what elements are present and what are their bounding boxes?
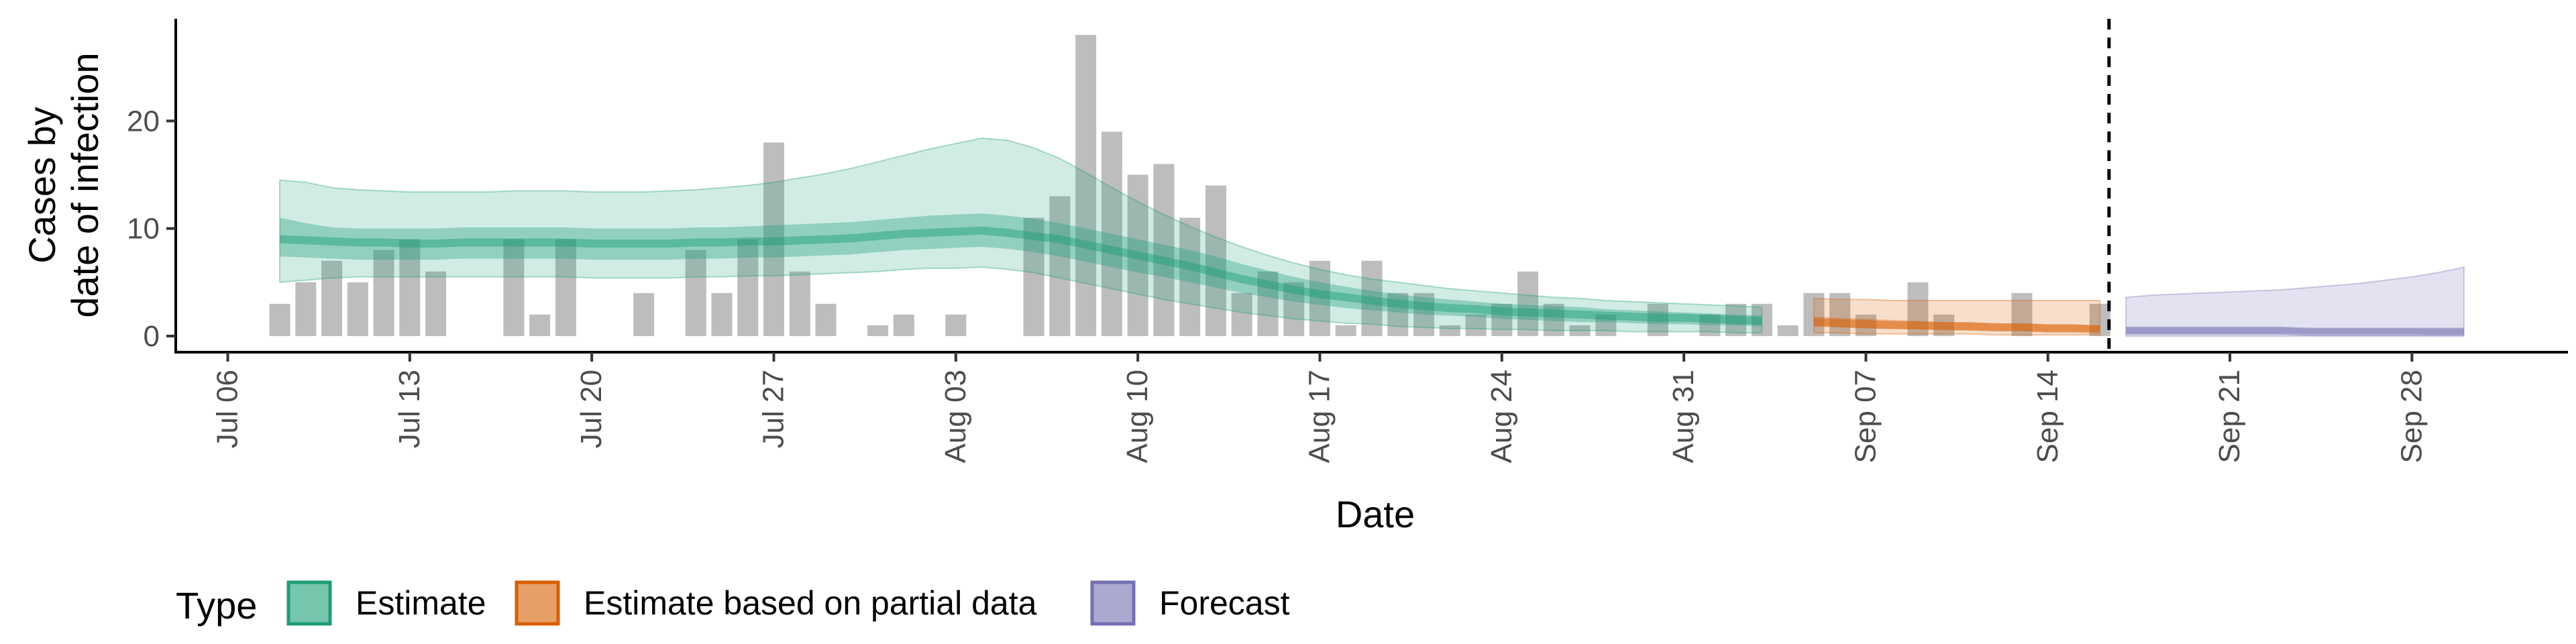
x-ticks: Jul 06 Jul 13 Jul 20 Jul 27 Aug 03 Aug 10 Aug … [211,352,2428,463]
bar [737,239,759,336]
bar [711,292,733,336]
bar [1647,303,1668,336]
bar [1465,314,1487,336]
bar [1413,292,1435,336]
bar [321,260,343,336]
bar [1595,314,1617,336]
x-tick-label: Jul 13 [393,370,426,448]
y-axis-title-line-2: date of infection [64,52,106,317]
bar [2011,292,2033,336]
estimate-median-line [279,226,1762,325]
bar [1907,282,1929,336]
bar [295,282,317,336]
x-tick-label: Sep 07 [1849,370,1882,463]
bar [1309,260,1330,336]
bar [1075,35,1097,336]
legend-key [1090,580,1136,626]
estimate-inner-ribbon [280,213,1762,327]
legend-title: Type [176,584,257,627]
bar [1829,292,1851,336]
legend-label: Estimate based on partial data [584,584,1037,622]
bar [1283,282,1305,336]
bar [893,314,914,336]
x-tick-label: Aug 17 [1303,370,1336,463]
legend: Type Estimate Estimate based on partial d… [176,580,1290,627]
forecast-median-line [2126,326,2464,336]
y-tick-label: 10 [127,213,160,246]
bar [1231,292,1252,336]
legend-key [515,580,560,626]
axes-layer [174,19,2568,354]
x-tick-label: Sep 28 [2395,370,2428,463]
bar [945,314,967,336]
x-tick-label: Sep 14 [2031,370,2064,463]
bar [1751,303,1772,336]
bar [1933,314,1955,336]
bar [789,271,810,336]
legend-label: Forecast [1159,584,1290,622]
estimate-based-on-partial-data-median-line [1813,318,2100,334]
bar [1023,217,1044,336]
bar [1803,292,1825,336]
ribbons-layer [279,137,2465,337]
bar [399,239,421,336]
bar [1855,314,1876,336]
bar [1127,174,1148,336]
bar [269,303,290,336]
bar [685,250,706,336]
bar [1543,303,1564,336]
bar [1439,325,1460,336]
x-tick-label: Sep 21 [2213,370,2246,463]
bar [633,292,655,336]
bar [1491,303,1513,336]
x-tick-label: Aug 10 [1121,370,1154,463]
bar [763,142,785,336]
x-tick-label: Aug 31 [1667,370,1700,463]
estimate-based-on-partial-data-inner-ribbon [1813,317,2100,332]
bar [867,325,889,336]
bar [1101,131,1122,336]
bar [373,250,394,336]
bars-layer [269,35,2110,336]
bar [1725,303,1747,336]
x-tick-label: Aug 24 [1485,370,1518,463]
bar [2089,303,2110,336]
y-tick-label: 0 [144,320,160,353]
bar [1205,185,1226,336]
bar [1517,271,1539,336]
bar [1699,314,1721,336]
bar [1257,271,1279,336]
bar [555,239,576,336]
bar [1569,325,1591,336]
bar [1153,164,1175,336]
bar [529,314,551,336]
bar [1335,325,1356,336]
forecast-outer-ribbon [2125,266,2465,337]
forecast-inner-ribbon [2126,327,2464,335]
bar [1777,325,1799,336]
x-tick-label: Jul 27 [757,370,790,448]
bar [1361,260,1383,336]
bar [347,282,368,336]
bar [1179,217,1201,336]
legend-key [286,580,332,626]
y-ticks: 0 10 20 [127,105,176,353]
x-tick-label: Jul 20 [575,370,608,448]
bar [815,303,837,336]
bar [1387,292,1409,336]
x-tick-label: Aug 03 [939,370,972,463]
estimate-based-on-partial-data-outer-ribbon [1813,297,2101,336]
bar [1049,196,1071,336]
y-tick-label: 20 [127,105,160,138]
y-axis-title-line-1: Cases by [21,107,63,263]
x-tick-label: Jul 06 [211,370,244,448]
legend-label: Estimate [356,584,486,622]
x-axis-title: Date [1336,493,1415,535]
bar [425,271,447,336]
estimate-outer-ribbon [279,137,1763,334]
bar [503,239,525,336]
